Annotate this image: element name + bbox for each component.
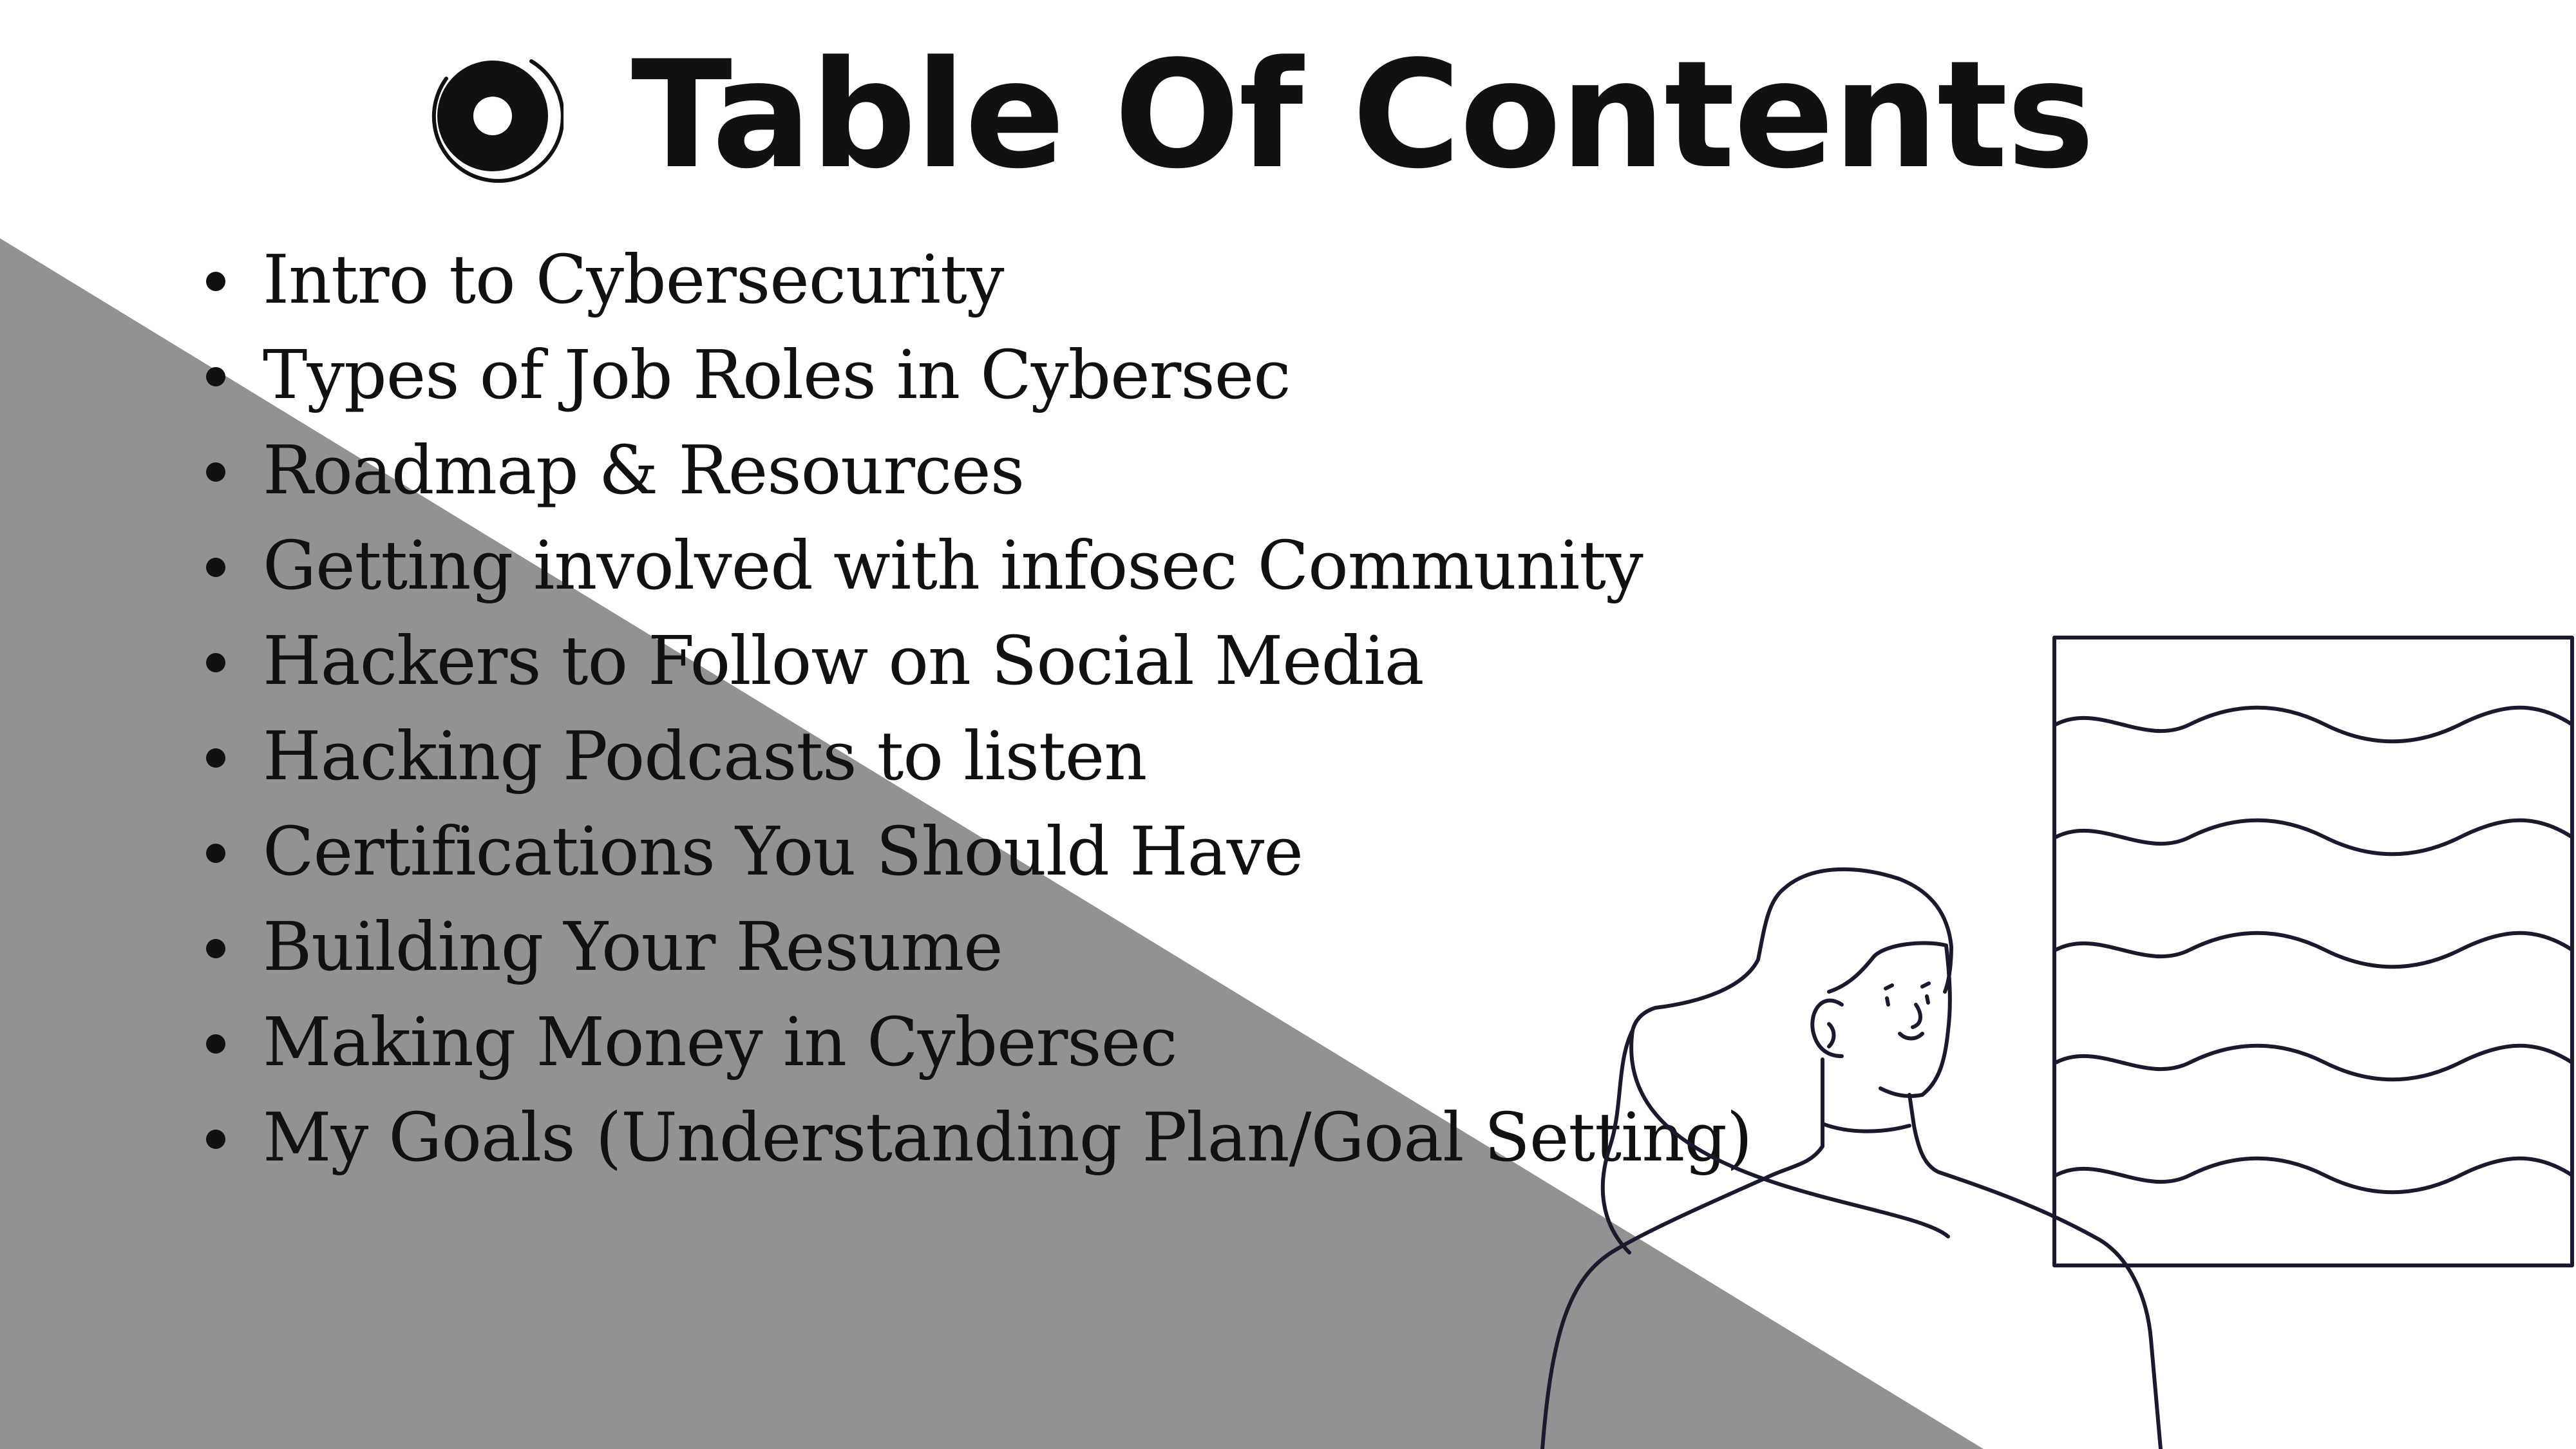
bullet-icon: [206, 1034, 225, 1054]
list-item: Intro to Cybersecurity: [193, 232, 1752, 327]
list-item-label: Types of Job Roles in Cybersec: [263, 336, 1291, 414]
list-item: Roadmap & Resources: [193, 422, 1752, 518]
list-item-label: Hackers to Follow on Social Media: [263, 621, 1425, 700]
page-title: Table Of Contents: [631, 30, 2095, 202]
title-row: Table Of Contents: [422, 30, 2095, 202]
list-item: Hacking Podcasts to listen: [193, 708, 1752, 804]
list-item-label: My Goals (Understanding Plan/Goal Settin…: [263, 1098, 1752, 1177]
list-item: My Goals (Understanding Plan/Goal Settin…: [193, 1090, 1752, 1185]
list-item: Certifications You Should Have: [193, 804, 1752, 899]
list-item-label: Intro to Cybersecurity: [263, 240, 1005, 319]
bullet-icon: [206, 462, 225, 482]
table-of-contents-list: Intro to Cybersecurity Types of Job Role…: [193, 232, 1752, 1185]
bullet-icon: [206, 1130, 225, 1149]
bullet-icon: [206, 748, 225, 768]
list-item-label: Roadmap & Resources: [263, 431, 1025, 509]
record-circle-icon: [431, 59, 564, 183]
list-item-label: Building Your Resume: [263, 907, 1003, 986]
bullet-icon: [206, 844, 225, 863]
list-item: Making Money in Cybersec: [193, 994, 1752, 1090]
list-item: Types of Job Roles in Cybersec: [193, 327, 1752, 422]
woman-icon: [1540, 867, 2163, 1449]
bullet-icon: [206, 939, 225, 958]
board-icon: [2052, 636, 2574, 1267]
list-item: Building Your Resume: [193, 899, 1752, 994]
list-item-label: Making Money in Cybersec: [263, 1003, 1177, 1081]
list-item: Hackers to Follow on Social Media: [193, 613, 1752, 708]
list-item: Getting involved with infosec Community: [193, 518, 1752, 613]
bullet-icon: [206, 653, 225, 672]
bullet-icon: [206, 367, 225, 386]
list-item-label: Getting involved with infosec Community: [263, 526, 1643, 605]
bullet-icon: [206, 272, 225, 291]
list-item-label: Certifications You Should Have: [263, 812, 1303, 891]
bullet-icon: [206, 558, 225, 577]
list-item-label: Hacking Podcasts to listen: [263, 717, 1147, 795]
